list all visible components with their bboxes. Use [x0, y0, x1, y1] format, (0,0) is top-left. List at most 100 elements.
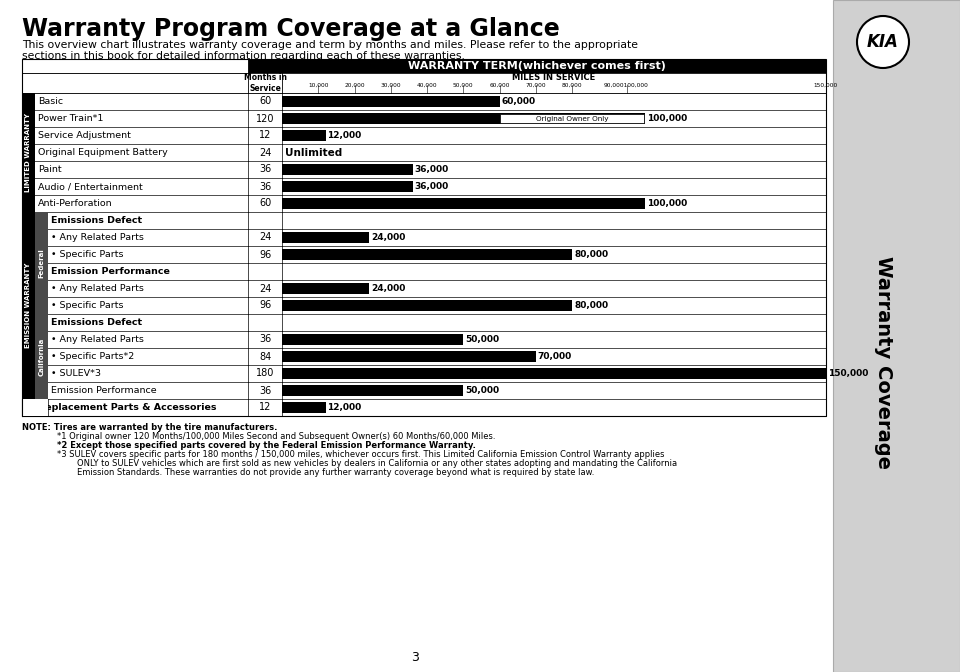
Bar	[282, 403, 325, 413]
Bar	[22, 144, 826, 161]
Bar	[22, 161, 826, 178]
Text: 36: 36	[259, 165, 271, 175]
Text: Months in
Service: Months in Service	[244, 73, 286, 93]
Bar	[282, 368, 826, 379]
Bar	[22, 127, 826, 144]
Text: 50,000: 50,000	[466, 386, 499, 395]
Text: Replacement Parts & Accessories: Replacement Parts & Accessories	[38, 403, 217, 412]
Text: 100,000: 100,000	[647, 199, 687, 208]
Text: 100,000: 100,000	[647, 114, 687, 123]
Text: NOTE: Tires are warranted by the tire manufacturers.: NOTE: Tires are warranted by the tire ma…	[22, 423, 277, 432]
Text: 24,000: 24,000	[371, 284, 405, 293]
Bar	[35, 314, 48, 399]
Text: 12,000: 12,000	[327, 131, 362, 140]
Text: *2 Except those specified parts covered by the Federal Emission Performance Warr: *2 Except those specified parts covered …	[57, 441, 476, 450]
Text: • Any Related Parts: • Any Related Parts	[51, 284, 144, 293]
Text: 150,000: 150,000	[828, 369, 869, 378]
Bar	[22, 382, 826, 399]
Text: 36,000: 36,000	[415, 165, 449, 174]
Text: 70,000: 70,000	[525, 83, 546, 88]
Text: 150,000: 150,000	[814, 83, 838, 88]
Text: Emissions Defect: Emissions Defect	[51, 216, 142, 225]
Text: Service Adjustment: Service Adjustment	[38, 131, 131, 140]
Bar	[282, 351, 536, 362]
Text: 40,000: 40,000	[417, 83, 438, 88]
Bar	[833, 0, 960, 672]
Bar	[22, 297, 826, 314]
Text: This overview chart illustrates warranty coverage and term by months and miles. : This overview chart illustrates warranty…	[22, 40, 638, 50]
Text: 24: 24	[259, 284, 271, 294]
Bar	[22, 229, 826, 246]
Text: • Specific Parts: • Specific Parts	[51, 301, 124, 310]
Text: • Specific Parts: • Specific Parts	[51, 250, 124, 259]
Circle shape	[857, 16, 909, 68]
Bar	[22, 93, 826, 110]
Text: • Specific Parts*2: • Specific Parts*2	[51, 352, 134, 361]
Bar	[282, 283, 369, 294]
Text: 70,000: 70,000	[538, 352, 572, 361]
Bar	[22, 314, 826, 331]
Text: 20,000: 20,000	[345, 83, 365, 88]
Text: Emission Performance: Emission Performance	[51, 386, 156, 395]
Bar	[22, 280, 826, 297]
Text: California: California	[38, 337, 44, 376]
Text: 90,000100,000: 90,000100,000	[604, 83, 649, 88]
Text: Anti-Perforation: Anti-Perforation	[38, 199, 112, 208]
Text: *3 SULEV covers specific parts for 180 months / 150,000 miles, whichever occurs : *3 SULEV covers specific parts for 180 m…	[57, 450, 664, 459]
Text: MILES IN SERVICE: MILES IN SERVICE	[513, 73, 595, 82]
Text: • Any Related Parts: • Any Related Parts	[51, 233, 144, 242]
Text: 60: 60	[259, 198, 271, 208]
Text: 60,000: 60,000	[490, 83, 510, 88]
Text: 12,000: 12,000	[327, 403, 362, 412]
Text: Emission Standards. These warranties do not provide any further warranty coverag: Emission Standards. These warranties do …	[77, 468, 594, 477]
Text: 50,000: 50,000	[466, 335, 499, 344]
Bar	[22, 263, 826, 280]
Text: 50,000: 50,000	[453, 83, 473, 88]
Text: Power Train*1: Power Train*1	[38, 114, 104, 123]
Text: 10,000: 10,000	[308, 83, 328, 88]
Text: Basic: Basic	[38, 97, 63, 106]
Text: Paint: Paint	[38, 165, 61, 174]
Text: 80,000: 80,000	[562, 83, 583, 88]
Text: 120: 120	[255, 114, 275, 124]
Text: • Any Related Parts: • Any Related Parts	[51, 335, 144, 344]
Text: Audio / Entertainment: Audio / Entertainment	[38, 182, 143, 191]
Bar	[282, 249, 572, 260]
Bar	[282, 113, 645, 124]
Bar	[282, 96, 499, 107]
Bar	[22, 399, 48, 416]
Text: 60,000: 60,000	[501, 97, 536, 106]
Text: Warranty Coverage: Warranty Coverage	[874, 255, 893, 468]
Text: 180: 180	[255, 368, 275, 378]
Bar	[22, 331, 826, 348]
Text: 60: 60	[259, 97, 271, 106]
Bar	[282, 164, 413, 175]
Bar	[22, 246, 826, 263]
Text: 30,000: 30,000	[380, 83, 401, 88]
Text: Emission Performance: Emission Performance	[51, 267, 170, 276]
Bar	[282, 181, 413, 192]
Text: 24: 24	[259, 233, 271, 243]
Text: 24,000: 24,000	[371, 233, 405, 242]
Bar	[499, 114, 643, 123]
Text: LIMITED WARRANTY: LIMITED WARRANTY	[26, 113, 32, 192]
Text: Federal: Federal	[38, 248, 44, 278]
Bar	[282, 385, 464, 396]
Bar	[22, 399, 826, 416]
Bar	[22, 59, 248, 73]
Bar	[282, 130, 325, 140]
Bar	[22, 110, 826, 127]
Bar	[282, 300, 572, 310]
Text: • SULEV*3: • SULEV*3	[51, 369, 101, 378]
Text: 12: 12	[259, 403, 271, 413]
Text: EMISSION WARRANTY: EMISSION WARRANTY	[26, 263, 32, 348]
Bar	[282, 334, 464, 345]
Text: Original Owner Only: Original Owner Only	[536, 116, 609, 122]
Bar	[22, 195, 826, 212]
Text: KIA: KIA	[867, 33, 899, 51]
Text: ONLY to SULEV vehicles which are first sold as new vehicles by dealers in Califo: ONLY to SULEV vehicles which are first s…	[77, 459, 677, 468]
Text: 84: 84	[259, 351, 271, 362]
Text: *1 Original owner 120 Months/100,000 Miles Second and Subsequent Owner(s) 60 Mon: *1 Original owner 120 Months/100,000 Mil…	[57, 432, 495, 441]
Text: Unlimited: Unlimited	[285, 147, 343, 157]
Text: WARRANTY TERM(whichever comes first): WARRANTY TERM(whichever comes first)	[408, 61, 666, 71]
